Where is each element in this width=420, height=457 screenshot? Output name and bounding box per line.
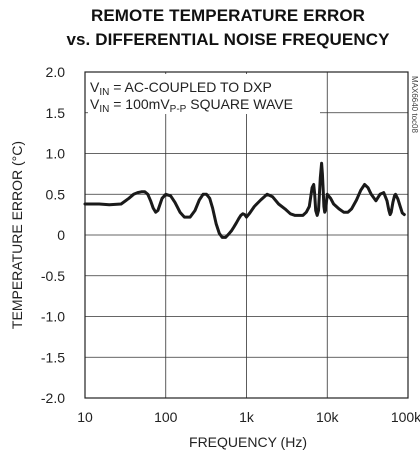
- chart-title-line-1: REMOTE TEMPERATURE ERROR: [90, 6, 366, 25]
- y-axis-ticks: 2.0 1.5 1.0 0.5 0 -0.5 -1.0 -1.5 -2.0: [41, 64, 65, 406]
- y-tick-label: 0: [57, 227, 65, 243]
- series-line: [83, 161, 406, 239]
- x-axis-label: FREQUENCY (Hz): [189, 434, 307, 450]
- y-tick-label: 0.5: [46, 186, 66, 202]
- x-axis-ticks: 10 100 1k 10k 100k: [77, 409, 420, 425]
- annotation-line-1: VIN = AC-COUPLED TO DXP: [90, 79, 272, 98]
- y-tick-label: -1.0: [41, 309, 65, 325]
- y-tick-label: 2.0: [46, 64, 66, 80]
- y-tick-label: 1.0: [46, 146, 66, 162]
- plot-frame: [84, 71, 409, 399]
- y-tick-label: 1.5: [46, 105, 66, 121]
- x-tick-label: 10k: [316, 409, 340, 425]
- chart-title-line-2: vs. DIFFERENTIAL NOISE FREQUENCY: [66, 30, 390, 49]
- y-tick-label: -2.0: [41, 390, 65, 406]
- x-tick-label: 100k: [391, 409, 420, 425]
- y-tick-label: -0.5: [41, 268, 65, 284]
- y-axis-label: TEMPERATURE ERROR (°C): [9, 141, 25, 329]
- x-tick-label: 1k: [239, 409, 255, 425]
- annotation-box: [88, 74, 320, 114]
- grid: [84, 71, 409, 399]
- y-tick-label: -1.5: [41, 349, 65, 365]
- annotation-line-2: VIN = 100mVP-P SQUARE WAVE: [90, 96, 293, 115]
- figure-code-label: MAX6640 toc08: [410, 76, 419, 133]
- x-tick-label: 100: [154, 409, 178, 425]
- x-tick-label: 10: [77, 409, 93, 425]
